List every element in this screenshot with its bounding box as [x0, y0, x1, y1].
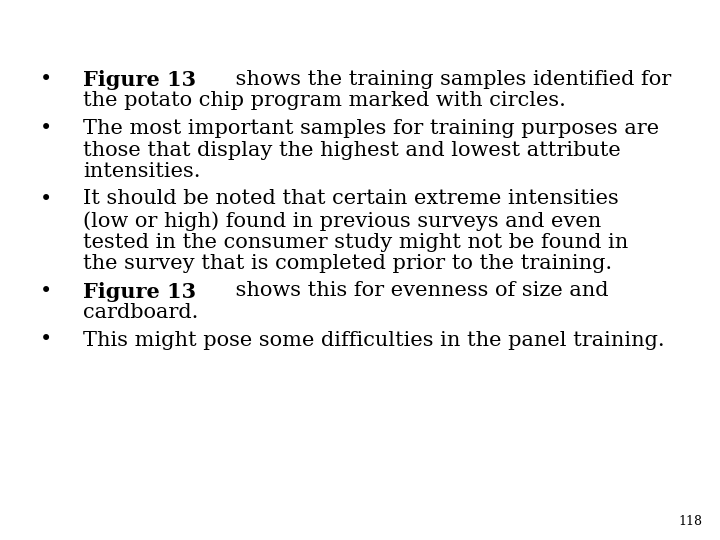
- Text: the potato chip program marked with circles.: the potato chip program marked with circ…: [83, 91, 566, 111]
- Text: cardboard.: cardboard.: [83, 303, 198, 322]
- Text: This might pose some difficulties in the panel training.: This might pose some difficulties in the…: [83, 330, 665, 349]
- Text: •: •: [40, 70, 52, 89]
- Text: The most important samples for training purposes are: The most important samples for training …: [83, 119, 659, 138]
- Text: •: •: [40, 119, 52, 138]
- Text: the survey that is completed prior to the training.: the survey that is completed prior to th…: [83, 254, 612, 273]
- Text: It should be noted that certain extreme intensities: It should be noted that certain extreme …: [83, 190, 618, 208]
- Text: •: •: [40, 190, 52, 208]
- Text: Figure 13: Figure 13: [83, 70, 196, 90]
- Text: shows the training samples identified for: shows the training samples identified fo…: [229, 70, 671, 89]
- Text: those that display the highest and lowest attribute: those that display the highest and lowes…: [83, 140, 621, 159]
- Text: •: •: [40, 281, 52, 300]
- Text: shows this for evenness of size and: shows this for evenness of size and: [229, 281, 608, 300]
- Text: Figure 13: Figure 13: [83, 281, 196, 301]
- Text: 118: 118: [678, 515, 702, 528]
- Text: (low or high) found in previous surveys and even: (low or high) found in previous surveys …: [83, 211, 601, 231]
- Text: intensities.: intensities.: [83, 162, 200, 181]
- Text: tested in the consumer study might not be found in: tested in the consumer study might not b…: [83, 233, 628, 252]
- Text: •: •: [40, 330, 52, 349]
